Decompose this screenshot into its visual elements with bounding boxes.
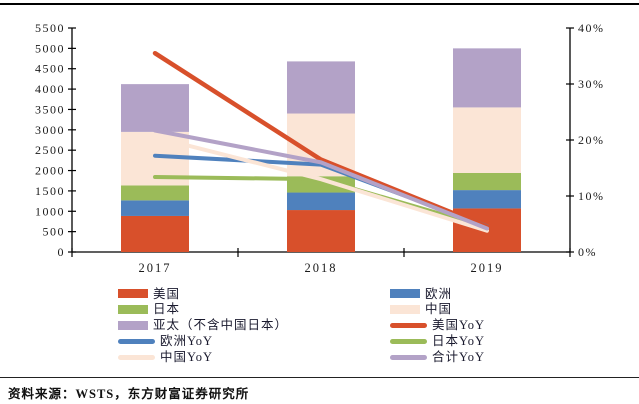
y-left-tick-label: 3000 bbox=[35, 123, 65, 137]
y-left-tick-label: 5000 bbox=[35, 41, 65, 55]
legend-item: 中国 bbox=[390, 303, 558, 316]
y-left-tick-label: 500 bbox=[43, 225, 66, 239]
y-right-tick-label: 20% bbox=[578, 133, 605, 147]
legend-line-swatch-icon bbox=[118, 354, 155, 360]
y-left-tick-label: 3500 bbox=[35, 102, 65, 116]
legend-item: 日本 bbox=[118, 303, 390, 316]
y-left-tick-label: 2000 bbox=[35, 164, 65, 178]
legend-bar-swatch-icon bbox=[390, 305, 420, 315]
x-category-label: 2019 bbox=[471, 261, 504, 275]
legend-item: 欧洲YoY bbox=[118, 335, 390, 348]
legend-item: 美国 bbox=[118, 288, 390, 301]
legend-item: 合计YoY bbox=[390, 351, 558, 364]
y-right-tick-label: 0% bbox=[578, 245, 597, 259]
legend-bar-swatch-icon bbox=[118, 289, 148, 299]
legend-label: 亚太（不含中国日本） bbox=[153, 318, 289, 333]
legend-label: 日本 bbox=[153, 302, 181, 317]
legend-label: 欧洲 bbox=[425, 286, 453, 301]
y-left-tick-label: 4500 bbox=[35, 62, 65, 76]
legend-item: 日本YoY bbox=[390, 335, 558, 348]
y-left-tick-label: 5500 bbox=[35, 21, 65, 35]
legend-label: 合计YoY bbox=[432, 349, 486, 364]
legend-line-swatch-icon bbox=[390, 322, 427, 328]
yoy-line bbox=[153, 135, 489, 233]
y-left-tick-label: 4000 bbox=[35, 82, 65, 96]
y-left-tick-label: 1000 bbox=[35, 204, 65, 218]
y-right-tick-label: 40% bbox=[578, 21, 605, 35]
legend-label: 中国 bbox=[425, 302, 453, 317]
bar-segment bbox=[121, 215, 189, 252]
bar-segment bbox=[121, 84, 189, 132]
bar-segment bbox=[121, 185, 189, 201]
bar-segment bbox=[121, 200, 189, 216]
x-category-label: 2018 bbox=[305, 261, 338, 275]
legend-item: 欧洲 bbox=[390, 288, 558, 301]
chart-legend: 美国 欧洲日本 中国亚太（不含中国日本） 美国YoY 欧洲YoY 日本YoY 中国YoY 合计… bbox=[118, 286, 558, 365]
y-left-tick-label: 2500 bbox=[35, 143, 65, 157]
y-left-tick-label: 0 bbox=[58, 245, 66, 259]
legend-line-swatch-icon bbox=[390, 354, 427, 360]
legend-line-swatch-icon bbox=[118, 338, 155, 344]
legend-item: 中国YoY bbox=[118, 351, 390, 364]
bar-segment bbox=[453, 48, 521, 108]
legend-item: 美国YoY bbox=[390, 319, 558, 332]
bar-segment bbox=[287, 192, 355, 211]
legend-label: 美国 bbox=[153, 286, 181, 301]
legend-bar-swatch-icon bbox=[118, 305, 148, 315]
y-right-tick-label: 30% bbox=[578, 77, 605, 91]
legend-label: 美国YoY bbox=[432, 318, 486, 333]
legend-label: 中国YoY bbox=[160, 349, 214, 364]
bar-segment bbox=[287, 210, 355, 252]
yoy-line bbox=[153, 128, 489, 231]
y-left-tick-label: 1500 bbox=[35, 184, 65, 198]
footer-divider bbox=[0, 377, 639, 378]
legend-label: 欧洲YoY bbox=[160, 334, 214, 349]
bar-segment bbox=[453, 190, 521, 209]
legend-bar-swatch-icon bbox=[118, 320, 148, 330]
y-right-tick-label: 10% bbox=[578, 189, 605, 203]
bar-segment bbox=[453, 107, 521, 173]
legend-item: 亚太（不含中国日本） bbox=[118, 319, 390, 332]
bar-segment bbox=[287, 61, 355, 114]
top-divider bbox=[0, 3, 639, 5]
bar-segment bbox=[453, 172, 521, 191]
legend-line-swatch-icon bbox=[390, 338, 427, 344]
x-category-label: 2017 bbox=[139, 261, 172, 275]
legend-bar-swatch-icon bbox=[390, 289, 420, 299]
legend-label: 日本YoY bbox=[432, 334, 486, 349]
source-note: 资料来源：WSTS，东方财富证券研究所 bbox=[8, 387, 250, 401]
